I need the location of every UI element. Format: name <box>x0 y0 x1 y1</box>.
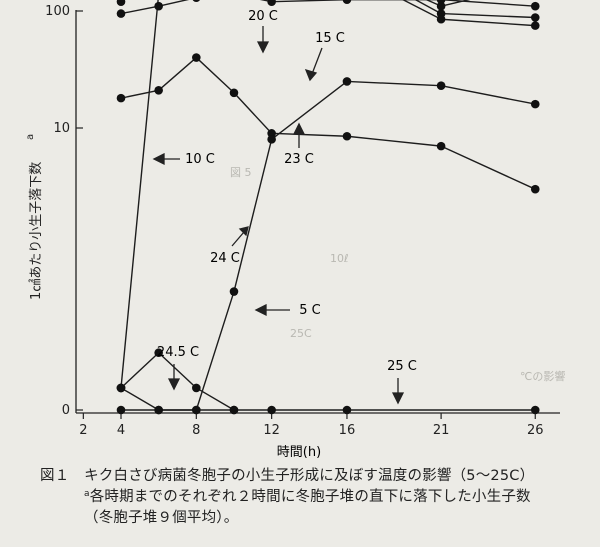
data-point-23-c <box>267 0 276 7</box>
x-ticks: 2 4 8 12 16 21 26 <box>79 413 544 438</box>
data-point-24-c <box>154 86 163 95</box>
data-point-24-c <box>436 141 446 151</box>
data-point-10-c <box>436 14 446 24</box>
data-point-25-c <box>342 405 352 415</box>
x-tick-label: 4 <box>117 423 125 438</box>
ghost-text-2: 10ℓ <box>330 252 349 265</box>
x-tick-label: 26 <box>527 423 544 438</box>
data-point-5-c <box>342 77 352 86</box>
series-labels: 20 C 15 C 23 C 10 C 24 C 5 C 24.5 C 25 C <box>157 9 417 374</box>
arrow-24-5c <box>167 364 181 391</box>
data-point-24-5-c <box>116 383 126 393</box>
label-23c: 23 C <box>284 152 314 167</box>
y-axis-label-superscript: a <box>25 134 36 140</box>
data-point-25-c <box>229 405 239 415</box>
data-point-15-c <box>116 0 126 7</box>
data-point-24-c <box>192 53 201 62</box>
data-point-5-c <box>436 81 446 90</box>
figure-caption: 図１ キク白さび病菌冬胞子の小生子形成に及ぼす温度の影響（5～25C） a各時期… <box>40 466 580 529</box>
caption-line-3: （冬胞子堆９個平均）。 <box>84 510 239 526</box>
data-point-25-c <box>116 405 126 415</box>
data-point-24-c <box>116 93 126 103</box>
data-point-24-c <box>229 88 239 98</box>
arrow-15c <box>304 47 323 82</box>
data-point-24-5-c <box>154 348 163 358</box>
series-line-20-c <box>414 0 536 19</box>
caption-line-2-text: 各時期までのそれぞれ２時間に冬胞子堆の直下に落下した小生子数 <box>89 489 531 505</box>
series-line-23-c <box>120 0 536 15</box>
data-point-10-c <box>530 21 540 30</box>
data-point-25-c <box>154 405 163 415</box>
data-point-5-c <box>229 287 239 296</box>
x-tick-label: 8 <box>192 423 200 438</box>
data-point-23-c <box>436 0 446 4</box>
arrow-5c <box>254 303 290 317</box>
y-tick-label: 0 <box>62 403 70 418</box>
x-tick-label: 21 <box>433 423 450 438</box>
arrow-20c <box>256 26 270 54</box>
data-point-25-c <box>530 405 540 415</box>
data-point-5-c <box>267 135 276 144</box>
data-point-23-c <box>530 1 540 11</box>
data-point-23-c <box>116 9 126 18</box>
annotation-arrows <box>152 26 405 405</box>
data-point-23-c <box>342 0 352 4</box>
label-25c: 25 C <box>387 359 417 374</box>
data-point-23-c <box>192 0 200 2</box>
series-line-10-c <box>120 0 536 389</box>
arrow-24c <box>231 226 249 247</box>
y-axis-label: 1㎠あたり小生子落下数 <box>29 162 44 300</box>
data-point-25-c <box>192 405 201 415</box>
arrow-25c <box>391 378 405 405</box>
x-tick-label: 2 <box>79 423 87 438</box>
label-15c: 15 C <box>315 31 345 46</box>
series-line-24-5-c <box>120 352 235 411</box>
ghost-text-4: ℃の影響 <box>520 369 565 383</box>
background-bleed: 図 5 10ℓ 25C ℃の影響 <box>230 166 565 383</box>
caption-line-2: a各時期までのそれぞれ２時間に冬胞子堆の直下に落下した小生子数 <box>40 487 580 508</box>
data-point-25-c <box>267 405 276 415</box>
data-point-15-c <box>436 1 446 11</box>
label-24c: 24 C <box>210 251 240 266</box>
x-tick-label: 12 <box>263 423 280 438</box>
label-24-5c: 24.5 C <box>157 345 199 360</box>
arrow-23c <box>292 122 306 148</box>
data-point-20-c <box>530 13 540 22</box>
data-point-24-5-c <box>192 383 201 393</box>
data-point-23-c <box>154 1 163 11</box>
y-tick-label: 10 <box>53 121 70 136</box>
y-ticks: 1000100100 <box>45 4 83 418</box>
series-line-24-c <box>120 56 536 190</box>
data-point-24-c <box>342 131 352 141</box>
data-point-24-c <box>530 184 540 194</box>
series-line-5-c <box>120 80 536 411</box>
ghost-text-3: 25C <box>290 327 312 340</box>
data-point-5-c <box>530 99 540 109</box>
label-20c: 20 C <box>248 9 278 24</box>
caption-superscript: a <box>84 489 90 499</box>
ghost-text-1: 図 5 <box>230 166 252 179</box>
arrow-10c <box>152 152 180 166</box>
caption-line-1: 図１ キク白さび病菌冬胞子の小生子形成に及ぼす温度の影響（5～25C） <box>40 468 535 484</box>
x-axis-label: 時間(h) <box>277 445 321 460</box>
series-points <box>116 0 540 415</box>
label-10c: 10 C <box>185 152 215 167</box>
y-tick-label: 100 <box>45 4 70 19</box>
data-point-24-c <box>267 129 276 138</box>
label-5c: 5 C <box>299 303 320 318</box>
x-tick-label: 16 <box>339 423 356 438</box>
